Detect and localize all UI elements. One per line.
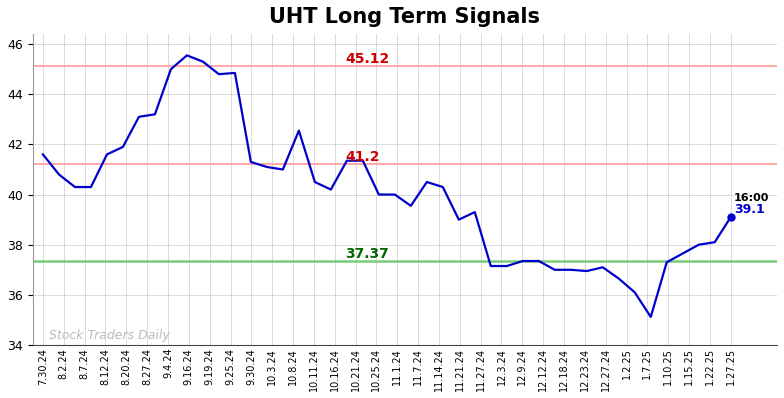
Text: 41.2: 41.2 bbox=[345, 150, 379, 164]
Text: Stock Traders Daily: Stock Traders Daily bbox=[49, 329, 170, 342]
Text: 45.12: 45.12 bbox=[345, 52, 390, 66]
Text: 39.1: 39.1 bbox=[734, 203, 764, 216]
Text: 37.37: 37.37 bbox=[345, 246, 389, 261]
Text: 16:00: 16:00 bbox=[734, 193, 769, 203]
Title: UHT Long Term Signals: UHT Long Term Signals bbox=[269, 7, 540, 27]
